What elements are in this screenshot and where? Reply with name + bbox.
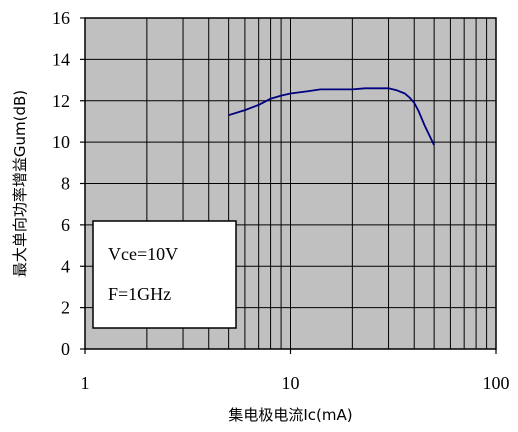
y-axis-label: 最大单向功率增益Gum(dB) — [11, 90, 29, 277]
condition-frequency: F=1GHz — [108, 284, 171, 304]
y-tick-label: 16 — [52, 8, 70, 28]
tick-marks — [80, 17, 497, 354]
y-tick-label: 4 — [61, 256, 70, 276]
y-tick-label: 14 — [52, 49, 70, 69]
y-tick-label: 8 — [61, 174, 70, 194]
y-tick-labels: 0 2 4 6 8 10 12 14 16 — [52, 8, 70, 359]
x-tick-label: 1 — [81, 373, 90, 393]
y-tick-label: 12 — [52, 91, 70, 111]
x-axis-label: 集电极电流Ic(mA) — [228, 406, 352, 424]
x-tick-label: 10 — [282, 373, 300, 393]
x-tick-label: 100 — [483, 373, 510, 393]
series-layer — [228, 87, 435, 146]
grid — [85, 18, 496, 349]
y-tick-label: 0 — [61, 339, 70, 359]
gain-curve — [228, 87, 435, 146]
x-tick-labels: 1 10 100 — [81, 373, 510, 393]
y-tick-label: 2 — [61, 298, 70, 318]
y-tick-label: 10 — [52, 132, 70, 152]
y-tick-label: 6 — [61, 215, 70, 235]
condition-vce: Vce=10V — [108, 244, 178, 264]
condition-box: Vce=10V F=1GHz — [92, 220, 237, 329]
condition-box-frame — [92, 220, 237, 329]
